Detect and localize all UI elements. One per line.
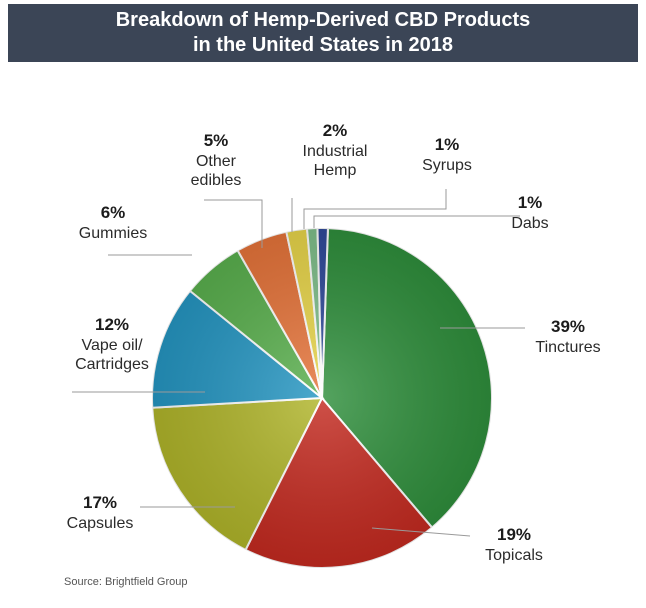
category-label-tinctures: Tinctures [535, 339, 600, 356]
pie-slices [151, 226, 493, 569]
leader-line-syrups [303, 189, 447, 229]
data-label-topicals: 19% [497, 525, 531, 544]
category-label-vape-oil-cartridges-line-1: Vape oil/ [81, 337, 143, 354]
data-label-syrups: 1% [435, 135, 460, 154]
data-label-capsules: 17% [83, 493, 117, 512]
data-label-tinctures: 39% [551, 317, 585, 336]
category-label-syrups: Syrups [422, 157, 472, 174]
data-label-other-edibles: 5% [204, 131, 229, 150]
category-label-industrial-hemp-line-2: Hemp [314, 162, 357, 179]
category-label-gummies: Gummies [79, 225, 147, 242]
leader-line-dabs [313, 215, 520, 228]
leader-line-topicals [371, 527, 471, 537]
category-label-topicals: Topicals [485, 547, 543, 564]
data-label-gummies: 6% [101, 203, 126, 222]
category-label-vape-oil-cartridges-line-2: Cartridges [75, 356, 149, 373]
category-label-other-edibles-line-2: edibles [191, 172, 242, 189]
chart-title-line-1: Breakdown of Hemp-Derived CBD Products [115, 9, 531, 31]
data-label-industrial-hemp: 2% [323, 121, 348, 140]
title-bar: Breakdown of Hemp-Derived CBD Products i… [8, 4, 638, 62]
category-label-capsules: Capsules [67, 515, 134, 532]
category-label-dabs: Dabs [511, 215, 548, 232]
leader-line-other-edibles [204, 199, 263, 248]
label-leaders [72, 189, 525, 537]
data-label-vape-oil-cartridges: 12% [95, 315, 129, 334]
category-label-other-edibles-line-1: Other [196, 153, 237, 170]
data-label-dabs: 1% [518, 193, 543, 212]
slice-labels: 39% Tinctures 19% Topicals 17% Capsules 12% Vap… [67, 121, 601, 564]
source-note: Source: Brightfield Group [64, 576, 188, 588]
chart-title-line-2: in the United States in 2018 [192, 34, 454, 56]
category-label-industrial-hemp-line-1: Industrial [303, 143, 368, 160]
